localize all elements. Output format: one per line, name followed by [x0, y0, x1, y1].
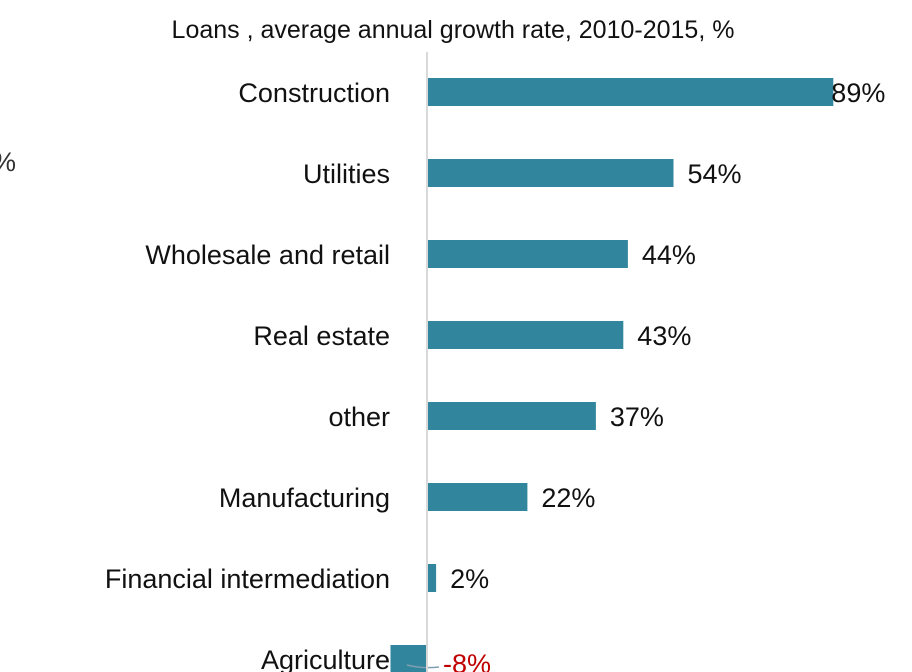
- bar-construction: [427, 78, 834, 106]
- bars-group: Construction 89% Utilities 54% Wholesale and…: [105, 78, 885, 672]
- leader-line: [406, 664, 440, 669]
- bar-utilities: [427, 159, 674, 187]
- category-label: Wholesale and retail: [145, 240, 390, 270]
- category-label: Financial intermediation: [105, 564, 390, 594]
- value-label: 2%: [450, 564, 489, 594]
- edge-fragment-glyph: %: [0, 147, 16, 177]
- bar-real-estate: [427, 321, 624, 349]
- value-label: 44%: [642, 240, 696, 270]
- bar-financial-intermediation: [427, 564, 437, 592]
- bar-manufacturing: [427, 483, 528, 511]
- category-label: Real estate: [253, 321, 390, 351]
- category-label: Agriculture: [261, 645, 390, 672]
- value-label: 22%: [541, 483, 595, 513]
- chart-title: Loans , average annual growth rate, 2010…: [172, 16, 735, 44]
- value-label: 43%: [637, 321, 691, 351]
- category-label: Construction: [238, 78, 390, 108]
- value-label: -8%: [443, 649, 491, 672]
- bar-wholesale-and-retail: [427, 240, 628, 268]
- bar-other: [427, 402, 596, 430]
- value-label: 89%: [831, 78, 885, 108]
- value-label: 37%: [610, 402, 664, 432]
- category-label: other: [328, 402, 390, 432]
- category-label: Utilities: [303, 159, 390, 189]
- category-label: Manufacturing: [219, 483, 390, 513]
- value-label: 54%: [688, 159, 742, 189]
